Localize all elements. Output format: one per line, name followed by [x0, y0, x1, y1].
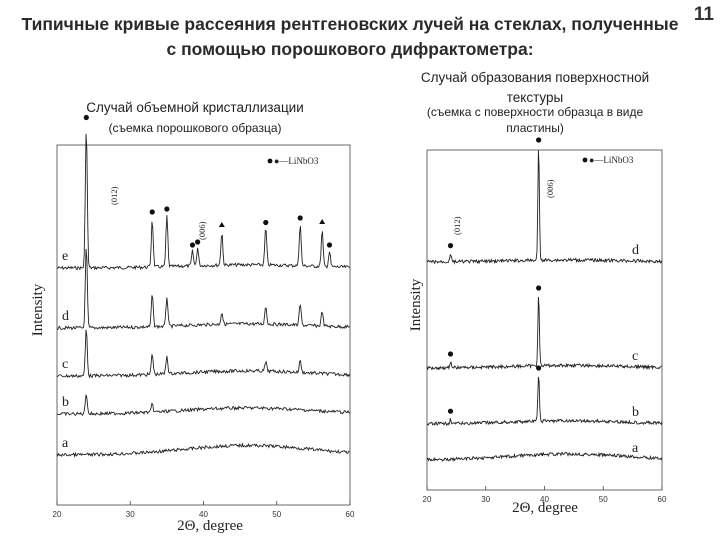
x-tick-label: 30	[481, 495, 490, 504]
x-tick-label: 50	[272, 510, 281, 519]
x-axis-label: 2Θ, degree	[512, 500, 578, 516]
xrd-trace-e	[56, 133, 350, 271]
trace-label: e	[62, 249, 68, 264]
trace-label: b	[62, 395, 69, 410]
trace-label: d	[62, 309, 69, 324]
peak-index-label: (006)	[197, 221, 207, 240]
xrd-trace-a	[426, 451, 663, 462]
xrd-trace-a	[56, 442, 350, 459]
plot-frame	[426, 149, 663, 491]
xrd-trace-c	[56, 329, 351, 379]
xrd-trace-d	[56, 248, 350, 331]
peak-marker-diamond	[319, 219, 326, 224]
peak-marker-dot	[263, 219, 269, 226]
peak-marker-dot	[447, 351, 454, 357]
xrd-trace-d	[426, 150, 663, 265]
legend-dot	[267, 158, 273, 164]
peak-marker-dot	[536, 365, 542, 371]
x-axis-label: 2Θ, degree	[177, 518, 243, 534]
x-tick-label: 60	[346, 510, 355, 519]
trace-label: c	[62, 357, 68, 372]
xrd-trace-b	[56, 394, 351, 417]
peak-index-label: (012)	[109, 186, 119, 205]
peak-marker-dot	[536, 285, 542, 291]
peak-marker-dot	[164, 206, 170, 212]
legend-label: ●—LiNbO3	[589, 155, 634, 165]
y-axis-label: Intensity	[408, 278, 424, 331]
left-panel-subcaption: (съемка порошкового образца)	[108, 121, 282, 135]
trace-label: b	[632, 405, 639, 420]
peak-marker-dot	[297, 215, 303, 221]
legend-label: ●—LiNbO3	[274, 156, 319, 166]
peak-index-label: (006)	[545, 179, 555, 198]
x-tick-label: 30	[126, 510, 135, 519]
peak-marker-dot	[189, 242, 196, 248]
xrd-trace-b	[426, 376, 663, 427]
peak-index-label: (012)	[452, 216, 462, 235]
trace-label: a	[632, 441, 639, 456]
x-tick-label: 40	[199, 510, 208, 519]
peak-marker-dot	[536, 137, 542, 143]
slide-title: Типичные кривые рассеяния рентгеновских …	[21, 14, 679, 59]
peak-marker-diamond	[218, 222, 225, 227]
y-axis-label: Intensity	[30, 283, 46, 336]
legend-dot	[582, 157, 588, 163]
page-number: 11	[693, 4, 714, 25]
x-tick-label: 50	[599, 495, 608, 504]
trace-label: d	[632, 243, 639, 258]
peak-marker-dot	[447, 243, 454, 249]
x-tick-label: 60	[658, 495, 667, 504]
left-panel-caption: Случай объемной кристаллизации	[86, 100, 304, 115]
peak-marker-dot	[83, 114, 89, 121]
x-tick-label: 20	[53, 510, 62, 519]
right-panel-subcaption: (съемка с поверхности образца в виде пла…	[426, 105, 644, 135]
plot-frame	[56, 144, 351, 506]
x-tick-label: 40	[540, 495, 549, 504]
peak-marker-dot	[195, 239, 201, 245]
trace-label: c	[632, 349, 638, 364]
peak-marker-dot	[149, 209, 155, 215]
x-tick-label: 20	[423, 495, 432, 504]
right-panel-caption: Случай образования поверхностной текстур…	[420, 70, 650, 105]
peak-marker-dot	[326, 242, 333, 248]
peak-marker-dot	[447, 408, 454, 414]
xrd-trace-c	[426, 296, 662, 371]
trace-label: a	[62, 436, 69, 451]
